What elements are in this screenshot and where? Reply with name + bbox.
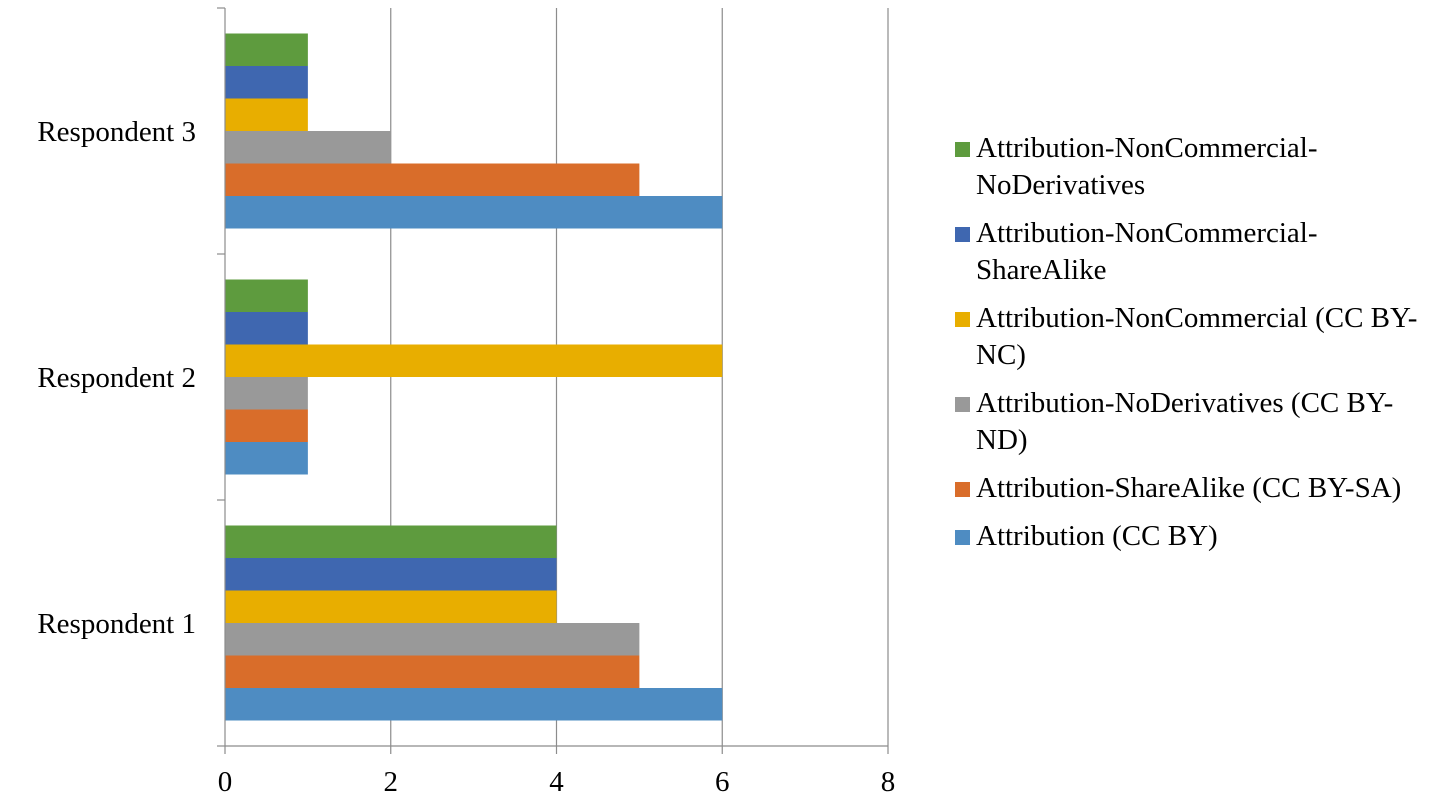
bars — [225, 33, 723, 721]
legend-label: Attribution-NonCommercial-NoDerivatives — [976, 132, 1318, 201]
x-tick-label-8: 8 — [881, 766, 896, 798]
bar-respondent-3-series-2 — [225, 131, 391, 164]
bar-respondent-3-series-3 — [225, 98, 308, 131]
legend-swatch — [955, 530, 970, 545]
bar-respondent-1-series-2 — [225, 623, 640, 656]
legend-item: Attribution-NoDerivatives (CC BY-ND) — [950, 385, 1420, 459]
bar-respondent-1-series-3 — [225, 590, 557, 623]
legend-swatch — [955, 312, 970, 327]
legend-label: Attribution (CC BY) — [976, 520, 1218, 552]
category-label-respondent-1: Respondent 1 — [37, 608, 196, 640]
legend-item: Attribution-NonCommercial-ShareAlike — [950, 215, 1420, 289]
legend-item: Attribution-ShareAlike (CC BY-SA) — [950, 470, 1420, 507]
bar-respondent-3-series-1 — [225, 163, 640, 196]
legend-label: Attribution-NonCommercial (CC BY-NC) — [976, 302, 1418, 371]
legend-swatch — [955, 482, 970, 497]
bar-respondent-3-series-4 — [225, 66, 308, 99]
x-tick-label-0: 0 — [218, 766, 233, 798]
bar-respondent-1-series-4 — [225, 558, 557, 591]
bar-respondent-3-series-5 — [225, 33, 308, 66]
x-tick-label-4: 4 — [549, 766, 564, 798]
bar-respondent-2-series-3 — [225, 344, 723, 377]
legend-swatch — [955, 397, 970, 412]
legend-label: Attribution-ShareAlike (CC BY-SA) — [976, 472, 1402, 504]
legend-item: Attribution-NonCommercial (CC BY-NC) — [950, 300, 1420, 374]
bar-respondent-2-series-0 — [225, 442, 308, 475]
legend-item: Attribution-NonCommercial-NoDerivatives — [950, 130, 1420, 204]
x-tick-label-2: 2 — [384, 766, 399, 798]
x-tick-label-6: 6 — [715, 766, 730, 798]
bar-respondent-1-series-5 — [225, 525, 557, 558]
bar-respondent-2-series-2 — [225, 377, 308, 410]
bar-respondent-2-series-5 — [225, 279, 308, 312]
axes — [217, 7, 889, 754]
legend-item: Attribution (CC BY) — [950, 518, 1420, 555]
bar-respondent-1-series-1 — [225, 655, 640, 688]
legend-swatch — [955, 142, 970, 157]
bar-respondent-1-series-0 — [225, 688, 723, 721]
legend: Attribution-NonCommercial-NoDerivatives A… — [950, 130, 1420, 566]
labels: 0 2 4 6 8 Respondent 1 Respondent 2 Respondent … — [37, 116, 895, 798]
bar-respondent-2-series-4 — [225, 312, 308, 345]
legend-label: Attribution-NonCommercial-ShareAlike — [976, 217, 1318, 286]
category-label-respondent-2: Respondent 2 — [37, 362, 196, 394]
category-label-respondent-3: Respondent 3 — [37, 116, 196, 148]
bar-respondent-3-series-0 — [225, 196, 723, 229]
legend-label: Attribution-NoDerivatives (CC BY-ND) — [976, 387, 1394, 456]
bar-respondent-2-series-1 — [225, 409, 308, 442]
legend-swatch — [955, 227, 970, 242]
